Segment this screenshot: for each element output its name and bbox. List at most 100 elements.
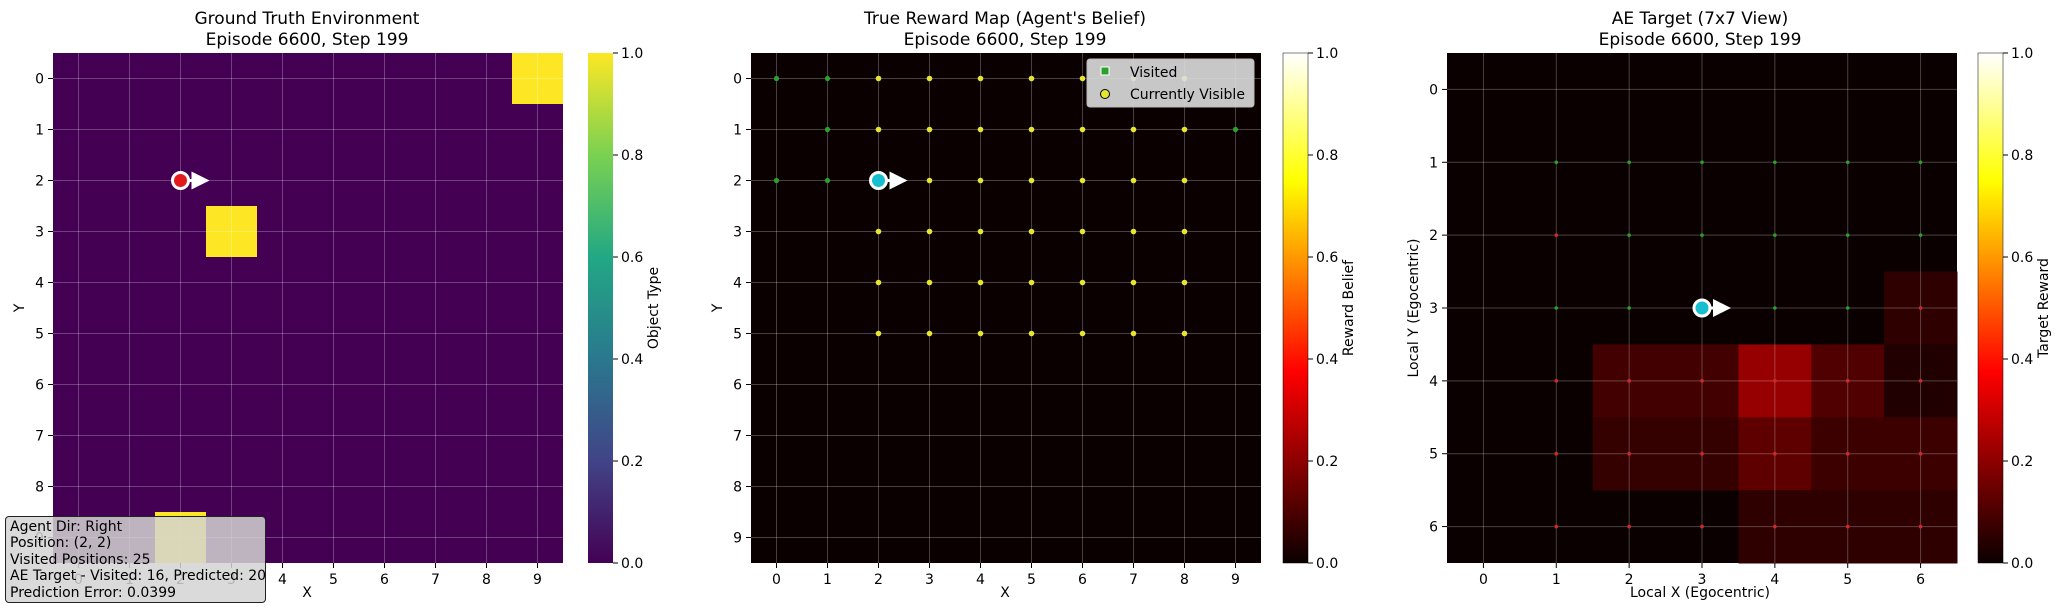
visited-dot <box>824 75 831 82</box>
target-predicted-dot <box>1700 524 1704 529</box>
y-tick-label: 2 <box>35 174 44 190</box>
panel3-agent <box>1692 298 1731 318</box>
panel3-colorbar-label: Target Reward <box>2036 258 2052 359</box>
colorbar-tick-label: 0.0 <box>621 556 643 572</box>
x-tick-label: 2 <box>874 572 883 588</box>
visited-dot <box>824 177 831 184</box>
visible-dot <box>1181 228 1188 235</box>
y-tick-label: 6 <box>35 378 44 394</box>
visible-dot <box>875 330 882 337</box>
y-tick-label: 1 <box>733 123 742 139</box>
y-tick-label: 2 <box>733 174 742 190</box>
y-tick-label: 7 <box>733 429 742 445</box>
visible-dot <box>977 228 984 235</box>
y-tick-label: 1 <box>35 123 44 139</box>
target-predicted-dot <box>1554 451 1559 456</box>
panel2-colorbar-ticks: 0.0 0.2 0.4 0.6 0.8 1.0 <box>1308 46 1338 572</box>
y-tick-label: 6 <box>1429 520 1438 536</box>
target-visited-dot <box>1845 306 1850 310</box>
colorbar-tick-label: 0.4 <box>2011 352 2033 368</box>
visible-dot <box>926 279 933 286</box>
target-predicted-dot <box>1918 451 1923 456</box>
info-agent-dir: Agent Dir: Right <box>10 519 123 535</box>
y-tick-label: 8 <box>35 480 44 496</box>
object-cell <box>512 53 563 104</box>
target-predicted-dot <box>1627 524 1631 529</box>
visible-dot <box>1079 279 1086 286</box>
agent-marker <box>869 171 888 190</box>
colorbar-tick-label: 0.6 <box>621 250 643 266</box>
panel2-legend: Visited Currently Visible <box>1086 58 1255 108</box>
colorbar-tick-label: 0.0 <box>2011 556 2033 572</box>
panel3-title-line2: Episode 6600, Step 199 <box>1599 30 1802 50</box>
visible-dot <box>926 126 933 133</box>
y-tick-label: 3 <box>35 225 44 241</box>
y-tick-label: 4 <box>35 276 44 292</box>
x-tick-label: 3 <box>925 572 934 588</box>
legend-visited-label: Visited <box>1130 65 1177 81</box>
colorbar-tick-label: 0.4 <box>1316 352 1338 368</box>
x-tick-label: 3 <box>1698 572 1707 588</box>
x-tick-label: 7 <box>1129 572 1138 588</box>
y-tick-label: 7 <box>35 429 44 445</box>
panel3-colorbar <box>1977 52 2004 564</box>
visible-dot <box>875 228 882 235</box>
target-predicted-dot <box>1554 524 1559 529</box>
colorbar-tick-label: 1.0 <box>2011 46 2033 62</box>
visible-dot <box>977 330 984 337</box>
panel-ae-target: AE Target (7x7 View) Episode 6600, Step … <box>1406 9 2052 601</box>
panel1-title-line1: Ground Truth Environment <box>195 9 420 29</box>
target-visited-dot <box>1627 233 1631 237</box>
target-visited-dot <box>1700 233 1704 237</box>
x-tick-label: 4 <box>1770 572 1779 588</box>
y-tick-label: 5 <box>733 327 742 343</box>
visible-dot <box>1079 228 1086 235</box>
visible-dot <box>1181 279 1188 286</box>
info-prediction-error: Prediction Error: 0.0399 <box>10 584 177 601</box>
panel3-title-line1: AE Target (7x7 View) <box>1612 9 1788 29</box>
panel2-agent <box>869 171 908 190</box>
visible-dot <box>977 126 984 133</box>
y-tick-label: 1 <box>1429 155 1438 171</box>
visible-dot <box>1130 330 1137 337</box>
x-tick-label: 6 <box>380 572 389 588</box>
info-position: Position: (2, 2) <box>10 535 112 552</box>
target-predicted-dot <box>1918 379 1923 383</box>
visible-dot <box>926 177 933 184</box>
panel1-colorbar-ticks: 0.0 0.2 0.4 0.6 0.8 1.0 <box>613 46 643 572</box>
target-predicted-dot <box>1773 524 1777 529</box>
panel1-xlabel: X <box>302 585 312 601</box>
y-tick-label: 0 <box>733 72 742 88</box>
panel2-xlabel: X <box>1000 585 1010 601</box>
x-tick-label: 5 <box>1843 572 1852 588</box>
colorbar-tick-label: 0.4 <box>621 352 643 368</box>
panel1-colorbar <box>588 53 613 563</box>
visible-dot <box>875 279 882 286</box>
visible-dot <box>1130 126 1137 133</box>
target-visited-dot <box>1554 306 1559 310</box>
panel2-ylabel: Y <box>710 303 726 313</box>
visible-dot <box>926 75 933 82</box>
x-tick-label: 6 <box>1078 572 1087 588</box>
legend-box <box>1086 58 1255 108</box>
x-tick-label: 8 <box>482 572 491 588</box>
target-predicted-dot <box>1773 379 1777 383</box>
x-tick-label: 4 <box>278 572 287 588</box>
colorbar-tick-label: 0.8 <box>621 148 643 164</box>
panel2-grid <box>751 53 1261 563</box>
panel-ground-truth: Ground Truth Environment Episode 6600, S… <box>12 9 662 601</box>
colorbar-tick-label: 0.6 <box>1316 250 1338 266</box>
panel2-colorbar-label: Reward Belief <box>1341 259 1357 356</box>
target-predicted-dot <box>1773 451 1777 456</box>
x-tick-label: 9 <box>1231 572 1240 588</box>
visited-dot <box>1232 126 1239 133</box>
y-tick-label: 4 <box>1429 374 1438 390</box>
colorbar-tick-label: 0.2 <box>621 454 643 470</box>
target-visited-dot <box>1773 160 1777 165</box>
panel3-ylabel: Local Y (Egocentric) <box>1406 239 1422 378</box>
visible-dot <box>875 126 882 133</box>
colorbar-tick-label: 0.8 <box>1316 148 1338 164</box>
panel1-ylabel: Y <box>12 303 28 313</box>
panel1-plot-area <box>53 53 563 563</box>
